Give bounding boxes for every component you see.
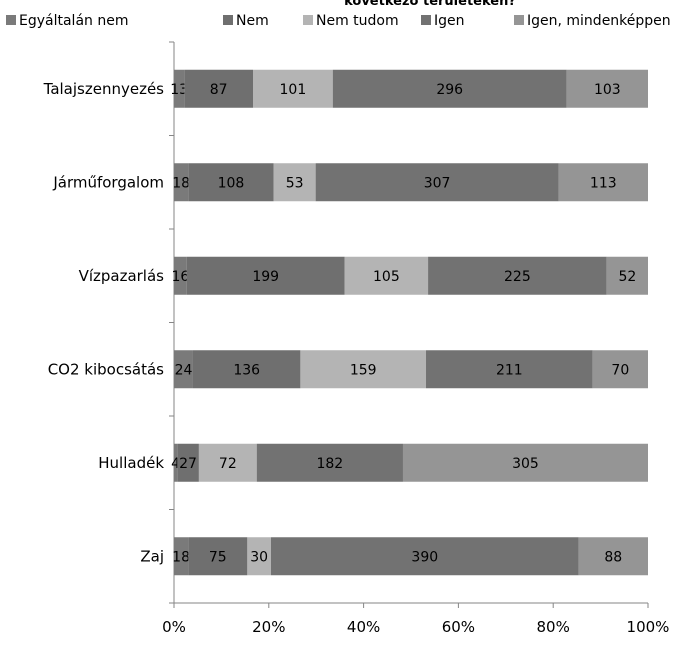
x-tick-label: 40%: [347, 618, 380, 636]
legend-item-igen: Igen: [421, 13, 465, 29]
legend-label: Egyáltalán nem: [19, 13, 128, 29]
data-label: 305: [512, 456, 539, 472]
data-label: 113: [590, 175, 617, 191]
legend-swatch: [223, 15, 233, 25]
bar-row-jarmuforgalom: Járműforgalom 18 108 53 307 113: [52, 163, 648, 201]
bar-row-co2-kibocsatas: CO2 kibocsátás 24 136 159 211 70: [48, 350, 648, 388]
data-label: 18: [172, 549, 190, 565]
data-label: 105: [373, 269, 400, 285]
x-tick-label: 100%: [627, 618, 670, 636]
bar-row-zaj: Zaj 18 75 30 390 88: [140, 537, 648, 575]
bar-row-hulladek: Hulladék 4 27 72 182 305: [98, 444, 648, 482]
data-label: 27: [179, 456, 197, 472]
data-label: 108: [218, 175, 245, 191]
category-label: Zaj: [140, 547, 164, 565]
data-label: 296: [436, 82, 463, 98]
legend-item-nem-tudom: Nem tudom: [303, 13, 399, 29]
category-label: Talajszennyezés: [43, 80, 165, 98]
legend-label: Igen, mindenképpen: [527, 13, 671, 29]
legend-item-nem: Nem: [223, 13, 269, 29]
data-label: 30: [250, 549, 268, 565]
legend-label: Igen: [434, 13, 465, 29]
data-label: 103: [594, 82, 621, 98]
legend-swatch: [6, 15, 16, 25]
data-label: 72: [219, 456, 237, 472]
data-label: 53: [286, 175, 304, 191]
data-label: 16: [171, 269, 189, 285]
data-label: 159: [350, 362, 377, 378]
data-label: 52: [618, 269, 636, 285]
data-label: 75: [209, 549, 227, 565]
data-label: 307: [424, 175, 451, 191]
data-label: 101: [280, 82, 307, 98]
category-label: CO2 kibocsátás: [48, 360, 164, 378]
data-label: 87: [210, 82, 228, 98]
legend-swatch: [421, 15, 431, 25]
data-label: 390: [411, 549, 438, 565]
x-tick-label: 80%: [537, 618, 570, 636]
bars: Talajszennyezés 13 87 101 296 103Járműforgalo…: [43, 70, 648, 576]
category-label: Hulladék: [98, 454, 164, 472]
legend-label: Nem: [236, 13, 269, 29]
data-label: 211: [496, 362, 523, 378]
chart-title: következő területeken?: [344, 0, 516, 9]
data-label: 18: [172, 175, 190, 191]
legend-label: Nem tudom: [316, 13, 399, 29]
legend-swatch: [303, 15, 313, 25]
legend-swatch: [514, 15, 524, 25]
data-label: 24: [175, 362, 193, 378]
category-label: Járműforgalom: [52, 173, 164, 191]
bar-row-vizpazarlas: Vízpazarlás 16 199 105 225 52: [79, 257, 648, 295]
data-label: 70: [611, 362, 629, 378]
data-label: 225: [504, 269, 531, 285]
legend: Egyáltalán nem Nem Nem tudom Igen Igen, mind…: [6, 13, 671, 29]
data-label: 182: [316, 456, 343, 472]
legend-item-igen-mindenkeppen: Igen, mindenképpen: [514, 13, 671, 29]
category-label: Vízpazarlás: [79, 267, 165, 285]
data-label: 88: [604, 549, 622, 565]
data-label: 136: [233, 362, 260, 378]
x-tick-label: 20%: [252, 618, 285, 636]
data-label: 199: [252, 269, 279, 285]
bar-row-talajszennyezes: Talajszennyezés 13 87 101 296 103: [43, 70, 648, 108]
x-tick-label: 0%: [162, 618, 186, 636]
x-tick-label: 60%: [442, 618, 475, 636]
legend-item-egyaltalan-nem: Egyáltalán nem: [6, 13, 128, 29]
